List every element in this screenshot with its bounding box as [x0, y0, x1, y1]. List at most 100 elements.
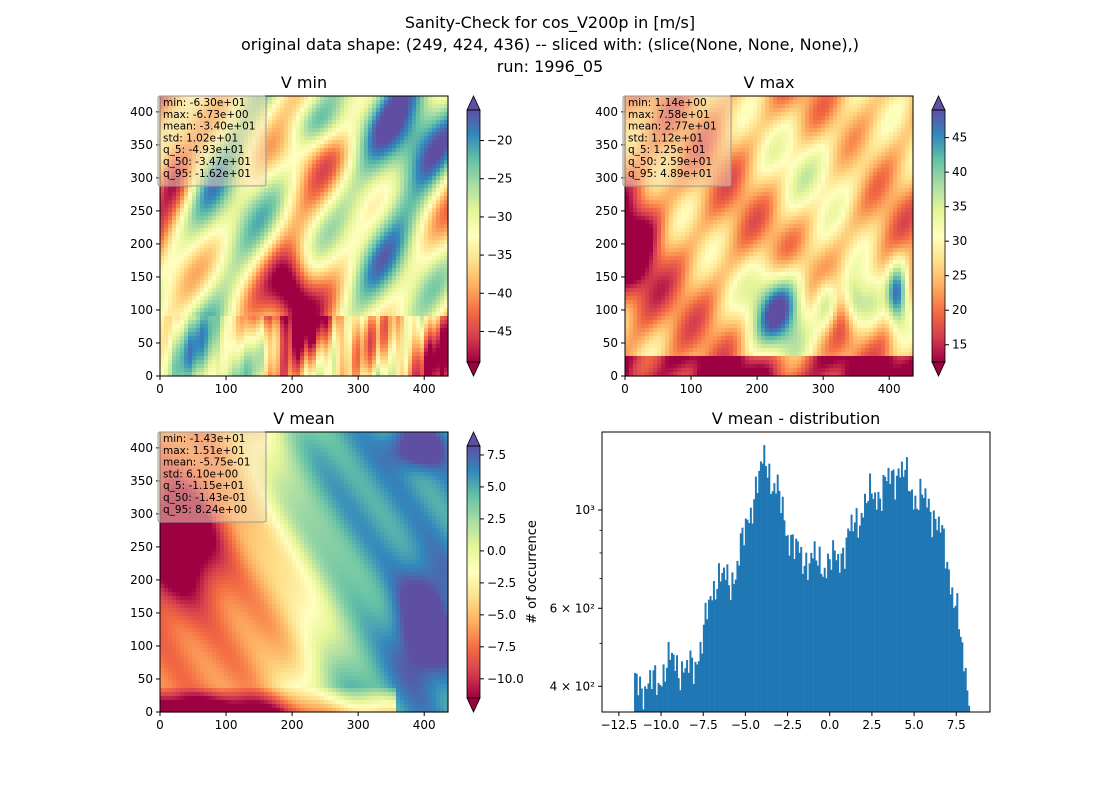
histogram-bar	[761, 463, 764, 712]
x-tick-label: −7.5	[689, 718, 718, 732]
histogram-bars	[634, 445, 971, 712]
histogram-bar	[634, 672, 637, 712]
y-axis-label: # of occurrence	[525, 520, 540, 624]
histogram-bar	[963, 671, 966, 712]
histogram-bar	[874, 492, 877, 712]
histogram-bar	[739, 533, 742, 712]
y-tick-label: 10³	[575, 503, 595, 517]
histogram-panel: V mean - distribution −12.5 −10.0 −7.5 −5.0−…	[525, 409, 991, 732]
stats-line: max: -6.73e+00	[163, 109, 249, 121]
histogram-bar	[709, 596, 712, 712]
histogram-bar	[775, 493, 778, 712]
histogram-bar	[660, 686, 663, 712]
histogram-bar	[726, 564, 729, 712]
histogram-bar	[818, 546, 821, 712]
histogram-bar	[721, 572, 724, 712]
histogram-bar	[707, 599, 710, 712]
y-tick-label: 350	[130, 474, 153, 488]
histogram-bar	[817, 565, 819, 712]
histogram-bar	[798, 552, 801, 712]
axes-frame	[624, 95, 914, 377]
histogram-bar	[642, 709, 645, 712]
y-tick-label: 200	[130, 573, 153, 587]
histogram-bar	[897, 468, 900, 712]
panel-title: V max	[744, 73, 795, 92]
histogram-bar	[810, 552, 813, 712]
histogram-bar	[951, 587, 954, 712]
histogram-bar	[939, 532, 942, 712]
colorbar-extend-max	[931, 95, 946, 111]
colorbar-tick-label: 35	[952, 200, 967, 214]
histogram-bar	[944, 568, 947, 712]
histogram-bar	[926, 507, 929, 712]
colorbar-tick-label: 25	[952, 269, 967, 283]
histogram-bar	[766, 477, 769, 712]
x-tick-label: 300	[347, 382, 370, 396]
y-tick-label: 50	[603, 336, 618, 350]
colorbar: −45 −40 −35 −30 −25 −20	[466, 95, 512, 377]
histogram-bar	[764, 466, 767, 712]
histogram-bar	[864, 493, 866, 712]
stats-line: mean: -5.75e-01	[163, 457, 250, 469]
x-tick-label: 200	[746, 382, 769, 396]
histogram-bar	[961, 642, 964, 712]
histogram-bar	[833, 550, 836, 712]
histogram-bar	[771, 491, 774, 712]
histogram-bar	[904, 469, 907, 712]
histogram-bar	[931, 537, 934, 712]
stats-line: std: 1.12e+01	[628, 132, 703, 144]
x-tick-label: 0.0	[820, 718, 839, 732]
histogram-bar	[815, 560, 818, 712]
y-tick-label: 0	[610, 369, 618, 383]
histogram-bar	[744, 518, 747, 712]
histogram-bar	[941, 525, 944, 712]
histogram-bar	[768, 463, 771, 712]
histogram-bar	[857, 537, 860, 712]
histogram-bar	[835, 560, 838, 712]
histogram-bar	[733, 583, 736, 712]
histogram-bar	[927, 498, 930, 712]
histogram-bar	[811, 558, 814, 712]
histogram-bar	[900, 461, 903, 712]
histogram-bar	[665, 667, 668, 712]
histogram-bar	[853, 522, 856, 712]
histogram-bar	[827, 553, 830, 712]
histogram-bar	[929, 511, 932, 712]
y-tick-label: 200	[595, 237, 618, 251]
histogram-bar	[959, 636, 962, 712]
panel-title: V min	[281, 73, 327, 92]
histogram-bar	[704, 602, 707, 712]
colorbar-tick-label: 40	[952, 165, 967, 179]
histogram-bar	[813, 541, 816, 712]
histogram-bar	[968, 705, 971, 712]
histogram-bar	[880, 511, 883, 712]
histogram-bar	[667, 641, 670, 712]
x-tick-label: 5.0	[905, 718, 924, 732]
histogram-bar	[716, 588, 719, 712]
histogram-bar	[958, 629, 960, 712]
stats-line: min: 1.14e+00	[628, 97, 707, 109]
stats-line: q_95: 4.89e+01	[628, 168, 712, 180]
y-tick-label: 400	[130, 105, 153, 119]
colorbar-tick-label: −45	[487, 324, 512, 338]
histogram-bar	[689, 650, 692, 712]
histogram-bar	[741, 527, 744, 712]
x-tick-label: 0	[621, 382, 629, 396]
stats-line: std: 1.02e+01	[163, 132, 238, 144]
histogram-bar	[676, 655, 678, 712]
histogram-bar	[890, 470, 893, 712]
histogram-bar	[770, 494, 772, 712]
histogram-bar	[828, 559, 831, 712]
panel-title: V mean	[273, 409, 334, 428]
histogram-bar	[684, 668, 687, 712]
histogram-bar	[889, 483, 892, 712]
histogram-bar	[780, 513, 783, 712]
histogram-bar	[877, 491, 880, 712]
histogram-bar	[672, 654, 675, 712]
colorbar-extend-max	[466, 431, 481, 447]
stats-line: mean: 2.77e+01	[628, 121, 717, 133]
histogram-bar	[862, 517, 865, 712]
histogram-bar	[822, 576, 825, 712]
